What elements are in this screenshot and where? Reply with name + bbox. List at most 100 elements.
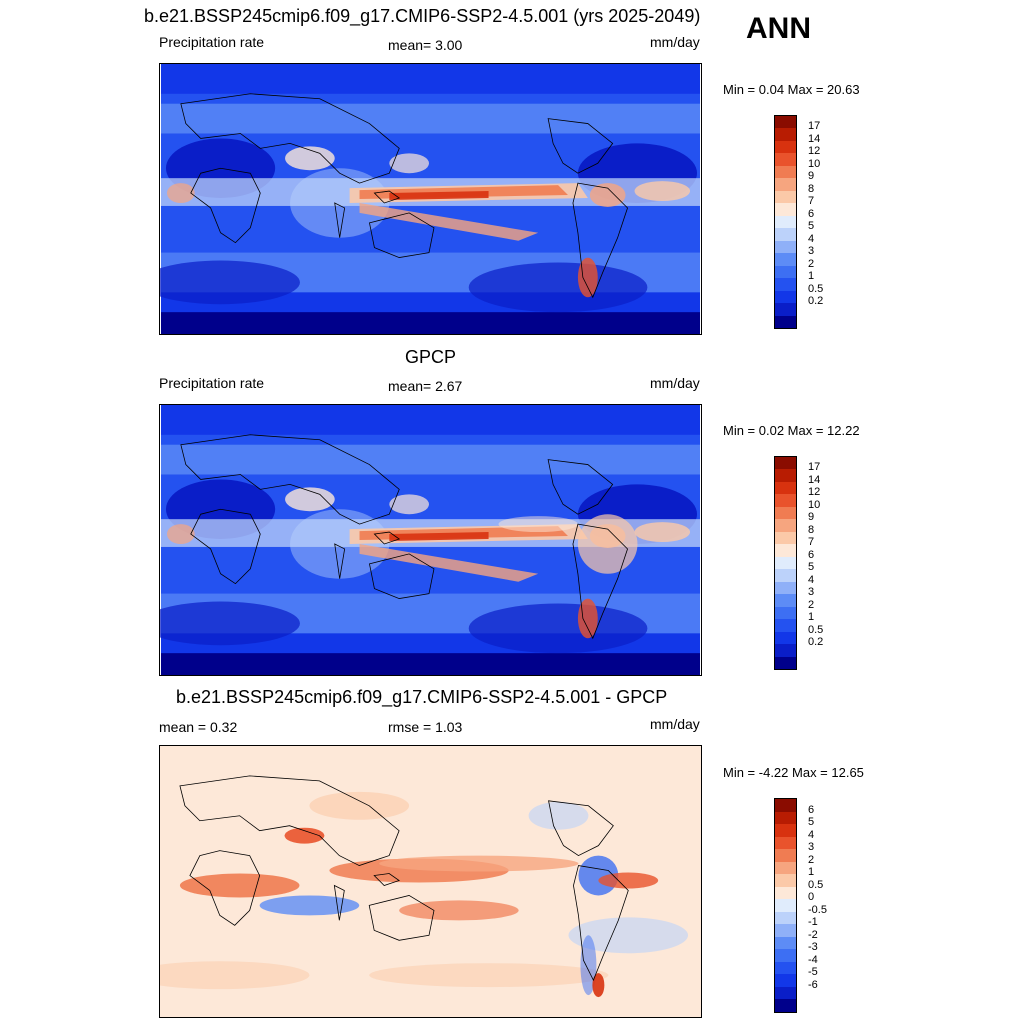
colorbar-tick-label: 4: [808, 573, 815, 586]
colorbar-tick-label: 17: [808, 461, 821, 474]
colorbar-swatch: [775, 215, 796, 229]
colorbar-tick-label: 14: [808, 473, 821, 486]
panel-3-units-label: mm/day: [650, 716, 700, 732]
colorbar-swatch: [775, 457, 796, 470]
panel-1-units-label: mm/day: [650, 34, 700, 50]
map-field-svg: [160, 64, 701, 334]
colorbar-tick-label: -3: [808, 941, 818, 954]
colorbar-tick-label: 4: [808, 828, 815, 841]
map-field-svg: [160, 746, 701, 1017]
panel-3-map: [159, 745, 702, 1018]
colorbar-swatch: [775, 265, 796, 279]
colorbar-swatch: [775, 240, 796, 254]
map-field-svg: [160, 405, 701, 675]
panel-2-colorbar: [774, 456, 797, 670]
panel-1-colorbar: [774, 115, 797, 329]
colorbar-tick-label: 0.2: [808, 295, 824, 308]
colorbar-tick-label: 9: [808, 170, 815, 183]
colorbar-tick-label: -1: [808, 916, 818, 929]
colorbar-tick-label: 1: [808, 270, 815, 283]
colorbar-swatch: [775, 190, 796, 204]
colorbar-tick-label: 17: [808, 120, 821, 133]
colorbar-tick-label: 3: [808, 245, 815, 258]
colorbar-swatch: [775, 203, 796, 217]
panel-1-map: [159, 63, 702, 335]
colorbar-swatch: [775, 544, 796, 558]
colorbar-tick-label: 10: [808, 498, 821, 511]
colorbar-tick-label: 2: [808, 257, 815, 270]
panel-3-mean-label: mean = 0.32: [159, 719, 238, 735]
colorbar-swatch: [775, 644, 796, 658]
colorbar-swatch: [775, 631, 796, 645]
panel-3-title: b.e21.BSSP245cmip6.f09_g17.CMIP6-SSP2-4.…: [176, 687, 668, 707]
colorbar-tick-label: -0.5: [808, 903, 827, 916]
colorbar-swatch: [775, 290, 796, 304]
colorbar-tick-label: 12: [808, 145, 821, 158]
season-label: ANN: [746, 12, 811, 45]
colorbar-tick-label: 3: [808, 841, 815, 854]
panel-3-colorbar: [774, 798, 797, 1013]
colorbar-swatch: [775, 861, 796, 875]
panel-2-units-label: mm/day: [650, 375, 700, 391]
colorbar-tick-label: -6: [808, 978, 818, 991]
colorbar-swatch: [775, 303, 796, 317]
colorbar-swatch: [775, 949, 796, 963]
colorbar-swatch: [775, 594, 796, 608]
colorbar-swatch: [775, 469, 796, 483]
colorbar-swatch: [775, 961, 796, 975]
colorbar-swatch: [775, 986, 796, 1000]
colorbar-tick-label: 0.5: [808, 878, 824, 891]
colorbar-tick-label: 5: [808, 561, 815, 574]
colorbar-swatch: [775, 874, 796, 888]
colorbar-tick-label: 10: [808, 157, 821, 170]
colorbar-swatch: [775, 116, 796, 129]
colorbar-swatch: [775, 178, 796, 192]
colorbar-swatch: [775, 999, 796, 1013]
colorbar-swatch: [775, 315, 796, 329]
colorbar-swatch: [775, 811, 796, 825]
panel-2-title: GPCP: [405, 347, 457, 367]
panel-2-minmax-label: Min = 0.02 Max = 12.22: [723, 423, 860, 438]
colorbar-tick-label: 2: [808, 598, 815, 611]
colorbar-tick-label: 6: [808, 803, 815, 816]
colorbar-tick-label: 0.5: [808, 282, 824, 295]
panel-3-minmax-label: Min = -4.22 Max = 12.65: [723, 765, 864, 780]
colorbar-swatch: [775, 606, 796, 620]
colorbar-swatch: [775, 924, 796, 938]
colorbar-swatch: [775, 531, 796, 545]
colorbar-tick-label: 3: [808, 586, 815, 599]
colorbar-tick-label: 6: [808, 207, 815, 220]
colorbar-tick-label: 0: [808, 891, 815, 904]
colorbar-tick-label: 12: [808, 486, 821, 499]
colorbar-swatch: [775, 278, 796, 292]
colorbar-tick-label: 2: [808, 853, 815, 866]
colorbar-tick-label: 7: [808, 536, 815, 549]
colorbar-swatch: [775, 799, 796, 813]
colorbar-swatch: [775, 165, 796, 179]
colorbar-swatch: [775, 974, 796, 988]
colorbar-tick-label: 4: [808, 232, 815, 245]
colorbar-swatch: [775, 253, 796, 267]
panel-1-minmax-label: Min = 0.04 Max = 20.63: [723, 82, 860, 97]
colorbar-tick-label: 0.2: [808, 636, 824, 649]
colorbar-tick-label: 0.5: [808, 623, 824, 636]
colorbar-swatch: [775, 619, 796, 633]
colorbar-tick-label: -5: [808, 966, 818, 979]
colorbar-tick-label: 1: [808, 611, 815, 624]
colorbar-swatch: [775, 581, 796, 595]
colorbar-swatch: [775, 899, 796, 913]
colorbar-tick-label: 5: [808, 220, 815, 233]
colorbar-swatch: [775, 849, 796, 863]
colorbar-swatch: [775, 569, 796, 583]
colorbar-tick-label: 14: [808, 132, 821, 145]
colorbar-swatch: [775, 836, 796, 850]
colorbar-swatch: [775, 140, 796, 154]
colorbar-tick-label: 8: [808, 182, 815, 195]
panel-1-title: b.e21.BSSP245cmip6.f09_g17.CMIP6-SSP2-4.…: [144, 6, 701, 26]
colorbar-swatch: [775, 656, 796, 670]
colorbar-swatch: [775, 506, 796, 520]
colorbar-swatch: [775, 519, 796, 533]
colorbar-swatch: [775, 228, 796, 242]
colorbar-swatch: [775, 824, 796, 838]
colorbar-swatch: [775, 886, 796, 900]
